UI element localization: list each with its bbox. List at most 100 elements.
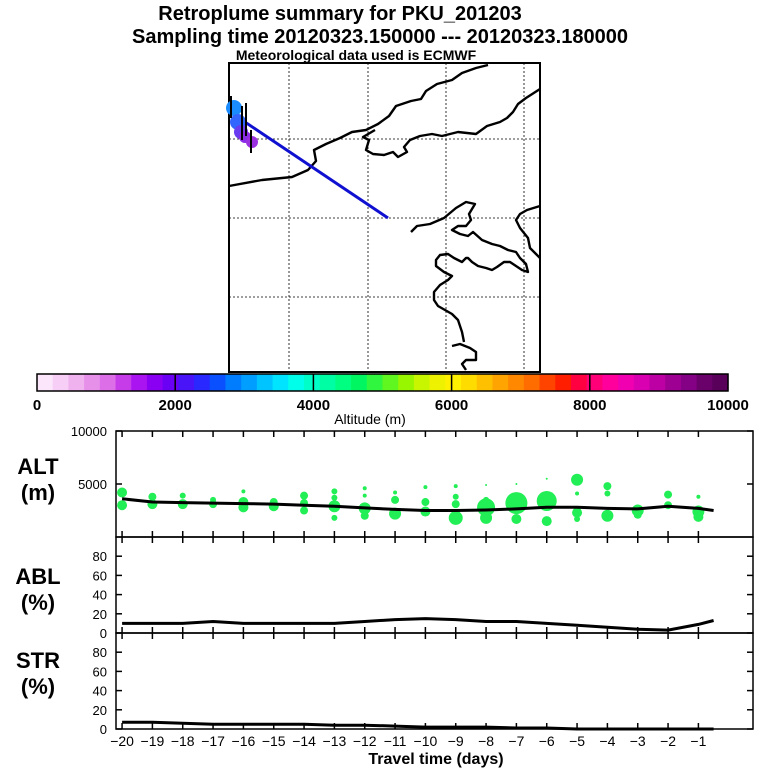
alt-scatter-point xyxy=(117,487,128,498)
alt-scatter-point xyxy=(393,490,398,495)
alt-scatter-point xyxy=(575,491,580,496)
coastline xyxy=(228,63,541,371)
x-tick-label: −19 xyxy=(141,733,165,749)
x-axis-ticks: −20 −19 −18 −17 −16 −15 −14 −13 −12 −11 −10 −9 −8 −7−… xyxy=(110,733,706,749)
x-tick-label: −13 xyxy=(323,733,347,749)
colorbar-cell xyxy=(523,374,541,391)
colorbar-cell xyxy=(99,374,117,391)
colorbar-label: Altitude (m) xyxy=(334,411,406,427)
alt-scatter-point xyxy=(300,491,309,500)
y-tick-label: 40 xyxy=(93,684,107,699)
colorbar-cell xyxy=(555,374,572,391)
x-axis-label: Travel time (days) xyxy=(368,751,503,768)
y-tick-label: 40 xyxy=(93,588,107,603)
colorbar-cell xyxy=(241,374,258,391)
x-tick-label: −6 xyxy=(539,733,555,749)
str-panel-title: STR xyxy=(16,648,60,673)
alt-scatter-point xyxy=(541,516,552,527)
x-tick-label: −5 xyxy=(569,733,585,749)
colorbar-cell xyxy=(492,374,509,391)
abl-ticks: 80 60 40 20 0 xyxy=(93,537,753,641)
y-tick-label: 80 xyxy=(93,549,107,564)
abl-panel-title: ABL xyxy=(15,564,60,589)
colorbar-cell xyxy=(618,374,635,391)
colorbar-cell xyxy=(288,374,305,391)
colorbar-cell xyxy=(665,374,682,391)
colorbar-cell xyxy=(319,374,336,391)
colorbar-cell xyxy=(146,374,164,391)
x-tick-label: −14 xyxy=(292,733,316,749)
colorbar-cell xyxy=(696,374,713,391)
abl-panel-unit: (%) xyxy=(21,590,55,615)
colorbar-tick-label: 2000 xyxy=(159,397,192,414)
trajectory-map xyxy=(226,62,541,373)
colorbar-tick-label: 4000 xyxy=(297,397,330,414)
colorbar-cell xyxy=(382,374,399,391)
x-tick-label: −4 xyxy=(599,733,615,749)
alt-scatter-point xyxy=(480,511,493,524)
alt-scatter-point xyxy=(603,482,612,491)
colorbar-cell xyxy=(68,374,85,391)
x-tick-label: −18 xyxy=(171,733,195,749)
str-panel-unit: (%) xyxy=(21,674,55,699)
x-tick-label: −2 xyxy=(660,733,676,749)
colorbar-cell xyxy=(508,374,525,391)
y-tick-label: 20 xyxy=(93,607,107,622)
colorbar-cell xyxy=(429,374,446,391)
x-tick-label: −10 xyxy=(414,733,438,749)
coastline-bohai-upper xyxy=(361,87,541,159)
colorbar-cell xyxy=(209,374,227,391)
y-tick-label: 0 xyxy=(100,722,107,737)
map-frame xyxy=(228,62,541,373)
panel-alt: 10000 5000 ALT (m) xyxy=(17,424,754,538)
alt-frame xyxy=(115,430,754,538)
alt-scatter-point xyxy=(485,484,488,487)
alt-scatter-point xyxy=(360,511,369,520)
alt-scatter-point xyxy=(571,473,584,486)
colorbar-cell xyxy=(680,374,698,391)
alt-scatter-point xyxy=(241,489,246,494)
colorbar-cell xyxy=(602,374,619,391)
alt-ticks: 10000 5000 xyxy=(71,424,753,537)
colorbar-cell xyxy=(84,374,101,391)
colorbar-cell xyxy=(162,374,179,391)
alt-scatter-point xyxy=(391,495,400,504)
colorbar-cell xyxy=(335,374,352,391)
alt-scatter-point xyxy=(696,494,701,499)
colorbar-cell xyxy=(649,374,666,391)
colorbar-cell xyxy=(351,374,368,391)
alt-scatter-point xyxy=(331,488,338,495)
alt-scatter xyxy=(117,473,705,527)
alt-scatter-point xyxy=(362,493,367,498)
trajectory-line xyxy=(235,114,389,220)
x-tick-label: −8 xyxy=(478,733,494,749)
colorbar-cell xyxy=(586,374,603,391)
y-tick-label: 0 xyxy=(100,626,107,641)
coastline-north xyxy=(228,63,489,188)
alt-scatter-point xyxy=(148,492,157,501)
alt-scatter-point xyxy=(179,492,186,499)
colorbar-cell xyxy=(398,374,415,391)
colorbar-tick-label: 10000 xyxy=(707,397,749,414)
colorbar-cell xyxy=(366,374,384,391)
alt-series-line xyxy=(121,497,714,512)
colorbar-cell xyxy=(539,374,556,391)
str-ticks: 80 60 40 20 0 xyxy=(93,633,753,737)
alt-scatter-point xyxy=(421,498,430,507)
coastline-south xyxy=(451,342,478,371)
y-tick-label: 80 xyxy=(93,645,107,660)
colorbar-cell xyxy=(52,374,70,391)
alt-scatter-point xyxy=(331,494,338,501)
colorbar-cell xyxy=(225,374,242,391)
colorbar-cell xyxy=(37,374,54,391)
alt-scatter-point xyxy=(331,514,338,521)
alt-panel-title: ALT xyxy=(17,454,59,479)
str-frame xyxy=(115,632,754,730)
y-tick-label: 10000 xyxy=(71,424,107,439)
colorbar-tick-labels: 0 2000 4000 6000 8000 10000 xyxy=(33,374,749,414)
plume-marker xyxy=(226,100,242,116)
sampling-time: Sampling time 20120323.150000 --- 201203… xyxy=(132,26,628,48)
colorbar-cell xyxy=(461,374,478,391)
